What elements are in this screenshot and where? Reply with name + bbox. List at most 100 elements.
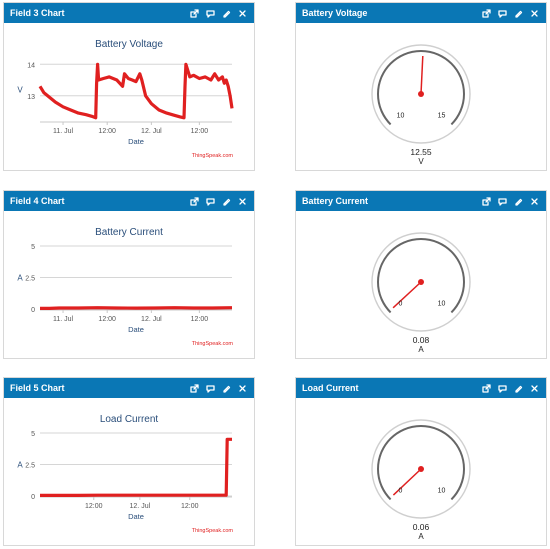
gauge-max-label: 10	[438, 301, 446, 308]
gauge-scale-arc	[377, 237, 465, 314]
gauge-value: 0.06	[413, 522, 430, 532]
comment-icon[interactable]	[497, 196, 508, 207]
y-tick-label: 0	[31, 307, 35, 314]
close-icon-path	[531, 197, 538, 205]
edit-pencil-icon-glyph	[515, 385, 523, 393]
open-external-icon-path	[482, 383, 491, 393]
x-tick-label: 11. Jul	[53, 316, 74, 323]
open-external-icon[interactable]	[481, 8, 492, 19]
comment-icon[interactable]	[205, 383, 216, 394]
load-current-gauge-widget: Load Current 0 10 0.06 A	[295, 377, 547, 546]
close-icon-path	[531, 9, 538, 17]
field-5-chart-widget: Field 5 Chart Load Current 0 2.5 5 A 12:00 12. …	[3, 377, 255, 546]
y-tick-label: 13	[27, 94, 35, 101]
chart-credit: ThingSpeak.com	[192, 528, 234, 534]
comment-icon[interactable]	[497, 8, 508, 19]
comment-icon-glyph	[498, 384, 507, 393]
field-3-chart-widget: Field 3 Chart Battery Voltage 13 14 V 11. Jul…	[3, 2, 255, 171]
comment-icon-path	[206, 197, 215, 206]
widget-header: Field 4 Chart	[4, 191, 254, 211]
open-external-icon-path	[190, 383, 199, 393]
comment-icon[interactable]	[205, 8, 216, 19]
gauge-hub	[418, 91, 424, 97]
x-tick-label: 12:00	[98, 316, 116, 323]
widget-body: Load Current 0 2.5 5 A 12:00 12. Jul 12:00 Date T…	[4, 398, 254, 545]
gauge-max-label: 10	[438, 488, 446, 495]
widget-header: Battery Current	[296, 191, 546, 211]
close-icon[interactable]	[529, 196, 540, 207]
edit-pencil-icon-path	[515, 198, 523, 206]
open-external-icon[interactable]	[189, 383, 200, 394]
gauge-min-label: 0	[399, 301, 403, 308]
widget-title: Battery Voltage	[302, 8, 368, 18]
y-axis-label: A	[17, 461, 23, 470]
close-icon-glyph	[239, 9, 246, 17]
close-icon[interactable]	[529, 383, 540, 394]
gauge-scale-arc	[377, 424, 465, 501]
close-icon[interactable]	[237, 383, 248, 394]
gauge-scale-arc	[377, 49, 465, 126]
y-tick-label: 5	[31, 244, 35, 251]
open-external-icon[interactable]	[189, 196, 200, 207]
close-icon[interactable]	[529, 8, 540, 19]
chart-title: Load Current	[100, 414, 159, 425]
open-external-icon-path	[482, 8, 491, 18]
edit-pencil-icon[interactable]	[513, 196, 524, 207]
open-external-icon[interactable]	[189, 8, 200, 19]
close-icon-glyph	[531, 9, 538, 17]
edit-pencil-icon-path	[515, 10, 523, 18]
widget-title: Field 4 Chart	[10, 196, 65, 206]
close-icon[interactable]	[237, 196, 248, 207]
edit-pencil-icon-glyph	[515, 198, 523, 206]
open-external-icon[interactable]	[481, 383, 492, 394]
x-axis-label: Date	[128, 325, 144, 334]
close-icon-path	[239, 384, 246, 392]
comment-icon-path	[206, 384, 215, 393]
close-icon[interactable]	[237, 8, 248, 19]
edit-pencil-icon-glyph	[223, 198, 231, 206]
edit-pencil-icon-path	[223, 385, 231, 393]
widget-body: 10 15 12.55 V	[296, 23, 546, 170]
gauge-unit: V	[418, 157, 424, 166]
open-external-icon-path	[190, 8, 199, 18]
open-external-icon[interactable]	[481, 196, 492, 207]
open-external-icon-glyph	[482, 8, 491, 18]
comment-icon-path	[498, 197, 507, 206]
x-tick-label: 12:00	[191, 316, 209, 323]
edit-pencil-icon[interactable]	[221, 196, 232, 207]
edit-pencil-icon-path	[223, 198, 231, 206]
widget-toolbar	[189, 8, 248, 19]
widget-header: Battery Voltage	[296, 3, 546, 23]
gauge-hub	[418, 466, 424, 472]
widget-title: Battery Current	[302, 196, 369, 206]
x-axis-label: Date	[128, 137, 144, 146]
widget-toolbar	[189, 383, 248, 394]
comment-icon-glyph	[498, 197, 507, 206]
widget-header: Field 3 Chart	[4, 3, 254, 23]
edit-pencil-icon[interactable]	[513, 383, 524, 394]
comment-icon-glyph	[206, 384, 215, 393]
edit-pencil-icon[interactable]	[513, 8, 524, 19]
open-external-icon-glyph	[190, 383, 199, 393]
y-tick-label: 2.5	[25, 276, 35, 283]
field-4-chart-widget: Field 4 Chart Battery Current 0 2.5 5 A 11. Ju…	[3, 190, 255, 359]
y-tick-label: 0	[31, 494, 35, 501]
x-tick-label: 12:00	[191, 128, 209, 135]
close-icon-path	[239, 197, 246, 205]
comment-icon-path	[206, 9, 215, 18]
close-icon-path	[239, 9, 246, 17]
comment-icon[interactable]	[497, 383, 508, 394]
comment-icon-path	[498, 9, 507, 18]
battery-current-gauge-widget: Battery Current 0 10 0.08 A	[295, 190, 547, 359]
open-external-icon-glyph	[482, 383, 491, 393]
open-external-icon-path	[190, 196, 199, 206]
edit-pencil-icon-glyph	[515, 10, 523, 18]
edit-pencil-icon[interactable]	[221, 8, 232, 19]
edit-pencil-icon[interactable]	[221, 383, 232, 394]
comment-icon-glyph	[498, 9, 507, 18]
edit-pencil-icon-glyph	[223, 385, 231, 393]
widget-title: Field 3 Chart	[10, 8, 65, 18]
y-tick-label: 14	[27, 62, 35, 69]
gauge-dial: 0 10 0.08A	[371, 232, 471, 354]
comment-icon[interactable]	[205, 196, 216, 207]
